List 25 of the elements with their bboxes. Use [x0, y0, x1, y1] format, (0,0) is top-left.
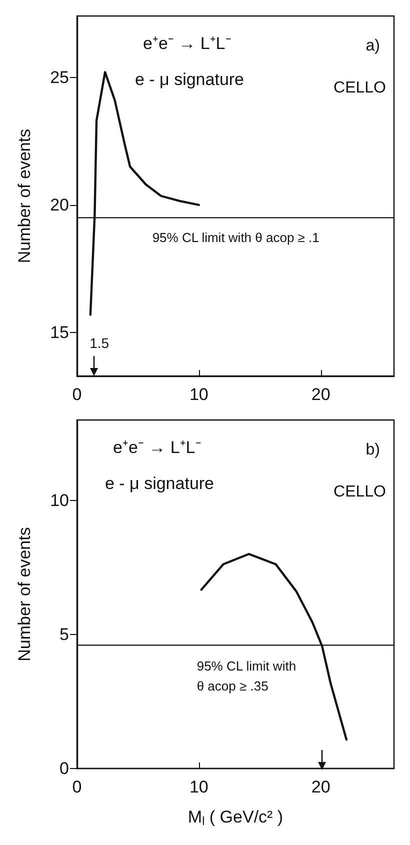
y-tick-label: 25 — [50, 68, 69, 87]
x-tick-label: 20 — [311, 778, 330, 796]
annotation: a) — [366, 38, 380, 54]
ref-line-label: 95% CL limit with θ acop ≥ .1 — [152, 230, 320, 246]
y-tick-label: 20 — [50, 195, 69, 214]
annotation: CELLO — [334, 80, 386, 96]
y-tick-label: 15 — [50, 323, 69, 342]
annotation: b) — [366, 442, 380, 458]
x-tick-label: 0 — [72, 778, 82, 796]
x-tick-label: 10 — [189, 778, 208, 796]
x-tick-label: 20 — [311, 385, 330, 404]
ref-line-label: 95% CL limit with θ acop ≥ .35 — [196, 658, 296, 694]
y-tick-label: 5 — [60, 624, 69, 644]
annotation: 1.5 — [90, 335, 110, 351]
text: e - μ signature — [135, 70, 244, 89]
x-tick-label: 0 — [72, 385, 82, 404]
annotation: CELLO — [334, 484, 386, 500]
y-tick-label: 10 — [50, 490, 69, 510]
x-tick-label: 10 — [189, 385, 208, 404]
text: e⁺e⁻ → L⁺L⁻ — [113, 438, 202, 457]
y-tick-label: 0 — [60, 759, 69, 778]
y-axis-title: Number of events — [15, 128, 34, 264]
y-axis-title: Number of events — [15, 527, 34, 662]
text: e - μ signature — [105, 474, 214, 493]
text: e⁺e⁻ → L⁺L⁻ — [143, 34, 232, 53]
